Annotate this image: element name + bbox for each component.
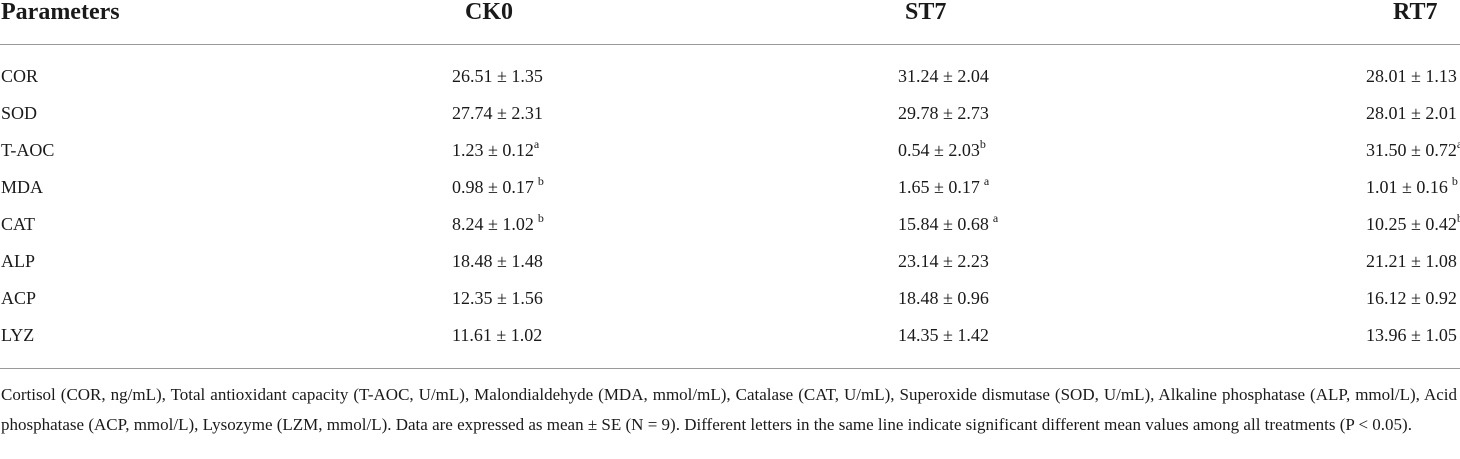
rt7-mean-se: 28.01 ± 1.13: [1366, 66, 1457, 86]
st7-mean-se: 1.65 ± 0.17: [898, 177, 980, 197]
ck0-value: 8.24 ± 1.02 b: [452, 212, 544, 236]
rt7-value: 28.01 ± 1.13: [1366, 64, 1457, 88]
table-row: ALP 18.48 ± 1.48 23.14 ± 2.23 21.21 ± 1.08: [0, 243, 1460, 280]
rt7-mean-se: 16.12 ± 0.92: [1366, 288, 1457, 308]
ck0-mean-se: 11.61 ± 1.02: [452, 325, 543, 345]
st7-mean-se: 18.48 ± 0.96: [898, 288, 989, 308]
ck0-mean-se: 12.35 ± 1.56: [452, 288, 543, 308]
parameter-name: ALP: [1, 251, 36, 271]
st7-value: 31.24 ± 2.04: [898, 64, 989, 88]
rt7-value: 31.50 ± 0.72a: [1366, 138, 1460, 162]
st7-mean-se: 23.14 ± 2.23: [898, 251, 989, 271]
ck0-value: 18.48 ± 1.48: [452, 249, 543, 273]
st7-value: 14.35 ± 1.42: [898, 323, 989, 347]
table-row: ACP 12.35 ± 1.56 18.48 ± 0.96 16.12 ± 0.92: [0, 280, 1460, 317]
ck0-mean-se: 26.51 ± 1.35: [452, 66, 543, 86]
rt7-mean-se: 13.96 ± 1.05: [1366, 325, 1457, 345]
ck0-mean-se: 27.74 ± 2.31: [452, 103, 543, 123]
parameter-name: ACP: [1, 288, 37, 308]
st7-value: 23.14 ± 2.23: [898, 249, 989, 273]
header-rt7: RT7: [1393, 0, 1438, 25]
header-ck0: CK0: [465, 0, 513, 25]
st7-value: 0.54 ± 2.03b: [898, 138, 986, 162]
ck0-value: 11.61 ± 1.02: [452, 323, 542, 347]
ck0-value: 26.51 ± 1.35: [452, 64, 543, 88]
rt7-mean-se: 1.01 ± 0.16: [1366, 177, 1448, 197]
st7-mean-se: 14.35 ± 1.42: [898, 325, 989, 345]
parameter-name: LYZ: [1, 325, 35, 345]
st7-mean-se: 29.78 ± 2.73: [898, 103, 989, 123]
rt7-value: 13.96 ± 1.05: [1366, 323, 1457, 347]
ck0-value: 12.35 ± 1.56: [452, 286, 543, 310]
ck0-value: 1.23 ± 0.12a: [452, 138, 539, 162]
st7-significance-letter: b: [979, 137, 986, 151]
rt7-significance-letter: b: [1451, 174, 1458, 188]
ck0-significance-letter: b: [537, 174, 544, 188]
ck0-significance-letter: b: [537, 211, 544, 225]
st7-value: 18.48 ± 0.96: [898, 286, 989, 310]
st7-value: 15.84 ± 0.68 a: [898, 212, 998, 236]
header-rule: [0, 44, 1460, 45]
st7-value: 29.78 ± 2.73: [898, 101, 989, 125]
table-row: T-AOC 1.23 ± 0.12a 0.54 ± 2.03b 31.50 ± 0.7…: [0, 132, 1460, 169]
header-parameters: Parameters: [1, 0, 120, 25]
ck0-mean-se: 18.48 ± 1.48: [452, 251, 543, 271]
table-row: CAT 8.24 ± 1.02 b 15.84 ± 0.68 a 10.25 ± 0.42…: [0, 206, 1460, 243]
rt7-significance-letter: a: [1456, 137, 1460, 151]
rt7-value: 1.01 ± 0.16 b: [1366, 175, 1458, 199]
table-header: Parameters CK0 ST7 RT7: [0, 0, 1460, 44]
ck0-mean-se: 1.23 ± 0.12: [452, 140, 534, 160]
ck0-value: 0.98 ± 0.17 b: [452, 175, 544, 199]
parameter-name: COR: [1, 66, 39, 86]
ck0-mean-se: 8.24 ± 1.02: [452, 214, 534, 234]
st7-value: 1.65 ± 0.17 a: [898, 175, 989, 199]
rt7-value: 16.12 ± 0.92: [1366, 286, 1457, 310]
st7-significance-letter: a: [983, 174, 990, 188]
st7-mean-se: 15.84 ± 0.68: [898, 214, 989, 234]
st7-mean-se: 0.54 ± 2.03: [898, 140, 980, 160]
rt7-mean-se: 28.01 ± 2.01: [1366, 103, 1457, 123]
ck0-mean-se: 0.98 ± 0.17: [452, 177, 534, 197]
ck0-value: 27.74 ± 2.31: [452, 101, 543, 125]
parameter-name: T-AOC: [1, 140, 55, 160]
table-row: SOD 27.74 ± 2.31 29.78 ± 2.73 28.01 ± 2.01: [0, 95, 1460, 132]
rt7-value: 21.21 ± 1.08: [1366, 249, 1457, 273]
table-row: MDA 0.98 ± 0.17 b 1.65 ± 0.17 a 1.01 ± 0.16 b: [0, 169, 1460, 206]
parameter-name: SOD: [1, 103, 38, 123]
rt7-value: 28.01 ± 2.01: [1366, 101, 1457, 125]
rt7-mean-se: 31.50 ± 0.72: [1366, 140, 1457, 160]
st7-significance-letter: a: [992, 211, 999, 225]
rt7-significance-letter: b: [1456, 211, 1460, 225]
rt7-mean-se: 10.25 ± 0.42: [1366, 214, 1457, 234]
header-st7: ST7: [905, 0, 947, 25]
parameter-name: CAT: [1, 214, 36, 234]
rt7-value: 10.25 ± 0.42b: [1366, 212, 1460, 236]
ck0-significance-letter: a: [533, 137, 540, 151]
parameter-name: MDA: [1, 177, 44, 197]
table-bottom-rule: [0, 368, 1460, 369]
table-row: COR 26.51 ± 1.35 31.24 ± 2.04 28.01 ± 1.13: [0, 58, 1460, 95]
st7-mean-se: 31.24 ± 2.04: [898, 66, 989, 86]
table-footnote: Cortisol (COR, ng/mL), Total antioxidant…: [1, 385, 1457, 434]
rt7-mean-se: 21.21 ± 1.08: [1366, 251, 1457, 271]
table-row: LYZ 11.61 ± 1.02 14.35 ± 1.42 13.96 ± 1.05: [0, 317, 1460, 354]
